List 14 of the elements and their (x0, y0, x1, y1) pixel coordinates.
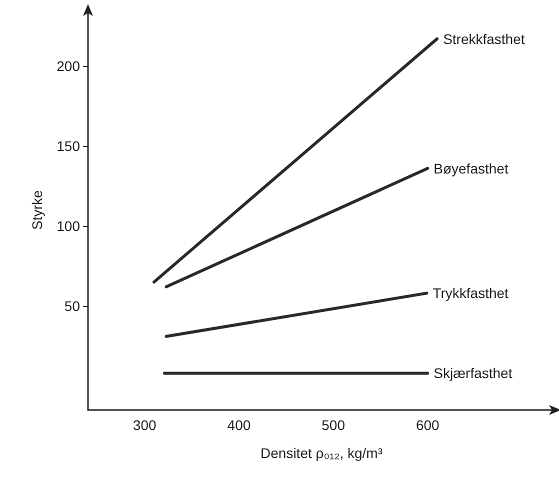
x-tick-label: 300 (132, 417, 156, 433)
x-tick-label: 500 (322, 417, 346, 433)
y-tick-label: 150 (56, 138, 80, 154)
x-axis-title: Densitet ρ₀₁₂, kg/m³ (260, 445, 383, 461)
series-label: Skjærfasthet (434, 365, 512, 382)
series-label: Strekkfasthet (443, 30, 525, 47)
x-tick-label: 600 (416, 417, 440, 433)
y-axis-title: Styrke (29, 190, 45, 230)
series-label: Bøyefasthet (434, 160, 508, 176)
y-tick-label: 50 (64, 298, 80, 314)
x-tick-label: 400 (227, 417, 251, 433)
y-tick-label: 100 (56, 218, 80, 234)
y-tick-label: 200 (56, 58, 80, 74)
series-label: Trykkfasthet (432, 285, 509, 302)
